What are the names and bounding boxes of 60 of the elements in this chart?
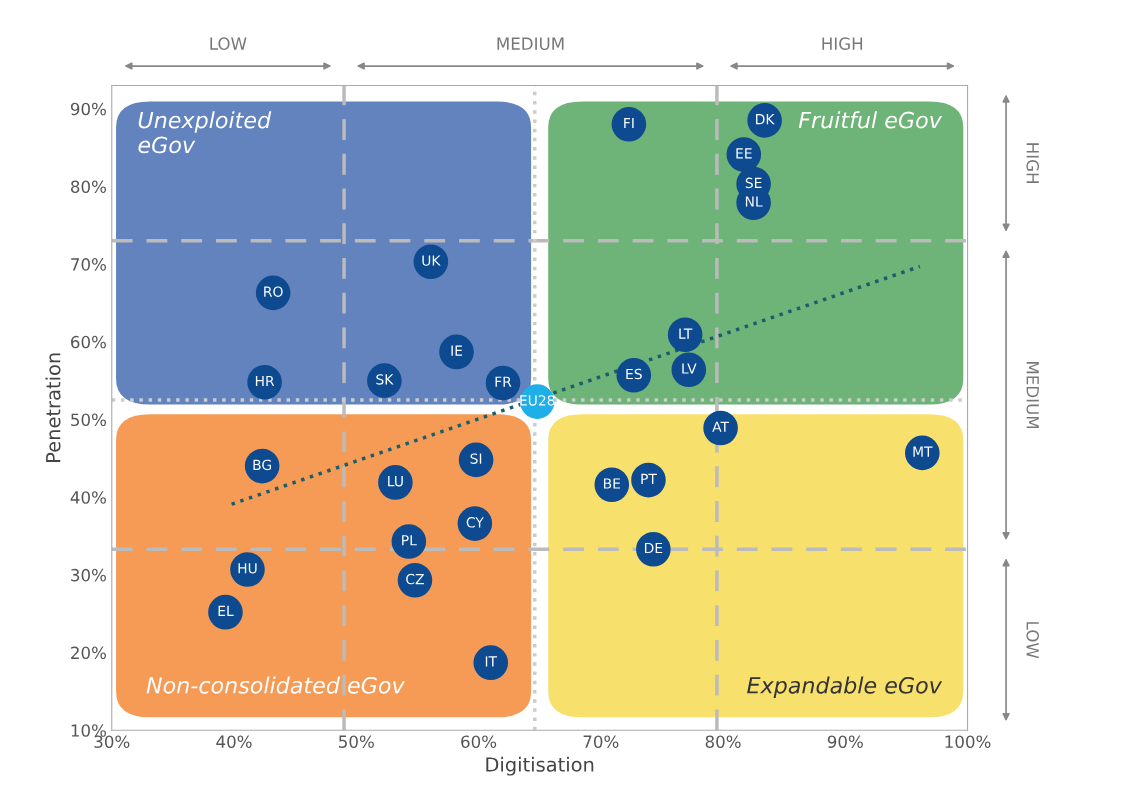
data-label: PT bbox=[641, 473, 657, 484]
data-label: SK bbox=[376, 374, 394, 385]
y-tick-label: 60% bbox=[71, 335, 106, 349]
x-tick-label: 90% bbox=[827, 735, 863, 748]
y-tick-label: 40% bbox=[70, 491, 106, 504]
data-label: HU bbox=[238, 563, 257, 574]
x-tick-label: 50% bbox=[339, 735, 374, 748]
x-axis-title: Digitisation bbox=[486, 756, 594, 776]
data-label: AT bbox=[712, 421, 730, 432]
annotation: Fruitful eGov bbox=[798, 111, 943, 129]
data-label: FI bbox=[624, 117, 634, 129]
x-tick-label: 100% bbox=[945, 735, 991, 748]
data-label: EU28 bbox=[520, 395, 555, 406]
y-tick-label: 90% bbox=[70, 102, 106, 116]
data-label: DK bbox=[756, 114, 775, 125]
y-tick-label: 50% bbox=[71, 413, 106, 427]
x-tick-label: 80% bbox=[705, 735, 741, 748]
annotation: Unexploited eGov bbox=[138, 111, 272, 154]
data-label: LU bbox=[388, 476, 403, 487]
data-label: BG bbox=[253, 459, 272, 471]
data-label: LT bbox=[679, 328, 693, 339]
data-label: BE bbox=[604, 478, 621, 489]
text: MEDIUM bbox=[497, 37, 564, 50]
data-label: SI bbox=[470, 453, 482, 464]
data-label: HR bbox=[255, 375, 275, 387]
data-label: CY bbox=[466, 517, 484, 528]
data-label: MT bbox=[913, 446, 933, 457]
text: LOW bbox=[1026, 622, 1040, 659]
data-label: SE bbox=[745, 177, 762, 189]
data-label: CZ bbox=[406, 573, 424, 585]
y-tick-label: 70% bbox=[71, 258, 106, 271]
x-tick-label: 70% bbox=[583, 735, 619, 748]
data-label: DE bbox=[644, 542, 663, 554]
data-label: RO bbox=[264, 286, 283, 297]
data-label: IE bbox=[451, 345, 463, 356]
data-label: NL bbox=[745, 196, 763, 207]
y-tick-label: 80% bbox=[71, 180, 106, 193]
text: HIGH bbox=[1026, 143, 1040, 183]
text: MEDIUM bbox=[1026, 362, 1039, 429]
text: HIGH bbox=[822, 37, 863, 50]
y-tick-label: 10% bbox=[71, 724, 106, 737]
text: LOW bbox=[210, 37, 247, 50]
point bbox=[439, 334, 474, 370]
data-label: FR bbox=[495, 376, 512, 387]
data-label: IT bbox=[485, 656, 498, 667]
data-label: EE bbox=[736, 148, 752, 159]
annotation: Non-consolidated eGov bbox=[146, 676, 405, 694]
point bbox=[611, 106, 647, 142]
data-label: PL bbox=[402, 535, 417, 546]
y-axis-title: Penetration bbox=[45, 353, 61, 462]
y-tick-label: 30% bbox=[71, 568, 106, 582]
x-tick-label: 40% bbox=[216, 735, 252, 748]
x-tick-label: 30% bbox=[94, 735, 130, 748]
data-label: ES bbox=[626, 368, 642, 380]
x-tick-label: 60% bbox=[461, 735, 497, 748]
data-label: LV bbox=[682, 363, 697, 374]
y-tick-label: 20% bbox=[71, 646, 106, 660]
data-label: UK bbox=[422, 255, 441, 266]
data-label: EL bbox=[218, 605, 234, 616]
annotation: Expandable eGov bbox=[747, 676, 943, 698]
